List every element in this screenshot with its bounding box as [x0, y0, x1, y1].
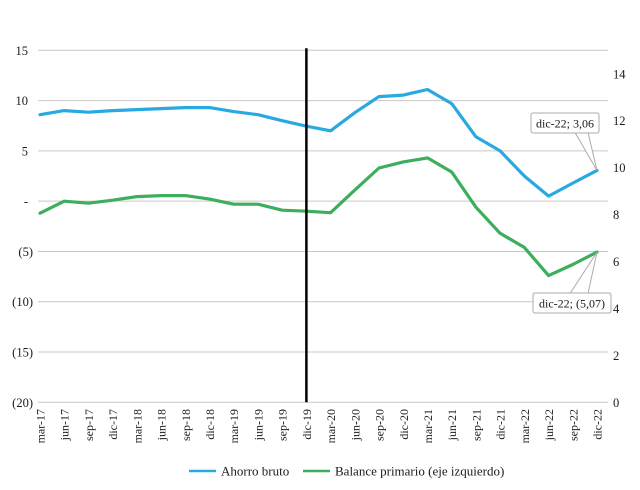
x-axis-tick-label: sep-21 [469, 409, 483, 441]
right-axis-tick-label: 8 [613, 208, 619, 222]
x-axis-tick-label: mar-22 [518, 409, 532, 443]
right-axis-ticks: 14 12 10 8 6 4 2 0 [613, 67, 626, 410]
right-axis-tick-label: 12 [613, 114, 626, 128]
gridlines [38, 49, 608, 403]
right-axis-tick-label: 0 [613, 396, 619, 410]
left-axis-tick-label: (20) [12, 396, 33, 410]
left-axis-tick-label: 5 [22, 144, 28, 158]
x-axis-tick-label: mar-19 [227, 409, 241, 443]
x-axis-tick-label: mar-17 [34, 409, 48, 443]
left-axis-tick-label: (5) [18, 245, 33, 259]
left-axis-tick-label: (10) [12, 295, 33, 309]
left-axis-tick-label: - [24, 195, 28, 209]
x-axis-tick-label: mar-20 [324, 409, 338, 443]
right-axis-tick-label: 6 [613, 255, 619, 269]
x-axis-tick-label: sep-18 [179, 409, 193, 441]
legend: Ahorro bruto Balance primario (eje izquie… [189, 464, 504, 479]
annotation-label: dic-22; (5,07) [539, 297, 605, 311]
left-axis-tick-label: 10 [16, 94, 29, 108]
annotation-pointer [574, 132, 598, 171]
left-axis-ticks: 15 10 5 - (5) (10) (15) (20) [12, 44, 33, 410]
x-axis-tick-label: dic-18 [203, 409, 217, 440]
right-axis-tick-label: 14 [613, 67, 626, 81]
annotation-box [532, 292, 612, 314]
legend-item-ahorro-bruto: Ahorro bruto [189, 464, 289, 479]
right-axis-tick-label: 4 [613, 302, 620, 316]
x-axis-tick-label: jun-21 [445, 409, 459, 441]
x-axis-tick-label: sep-22 [566, 409, 580, 441]
x-axis-tick-label: jun-20 [348, 409, 362, 441]
x-axis-tick-label: jun-19 [251, 409, 265, 441]
series-line-balance-primario-eje-izquierdo [38, 156, 599, 278]
x-axis-tick-label: sep-17 [82, 409, 96, 441]
right-axis-tick-label: 10 [613, 161, 626, 175]
x-axis-tick-label: dic-17 [106, 409, 120, 440]
x-axis-tick-label: dic-21 [494, 409, 508, 440]
series-line-ahorro-bruto [38, 87, 599, 198]
x-axis-tick-label: dic-22 [591, 409, 605, 440]
annotation-label: dic-22; 3,06 [536, 117, 594, 131]
annotation-dic-22-1: dic-22; 3,06 [530, 112, 600, 171]
x-axis-tick-label: jun-22 [542, 409, 556, 441]
x-axis-ticks: mar-17 jun-17 sep-17 dic-17 mar-18 jun-18 sep-… [34, 409, 605, 443]
legend-item-label: Balance primario (eje izquierdo) [335, 464, 504, 479]
x-axis-tick-label: jun-17 [58, 409, 72, 441]
right-axis-tick-label: 2 [613, 349, 619, 363]
x-axis-tick-label: mar-18 [130, 409, 144, 443]
x-axis-tick-label: sep-20 [373, 409, 387, 441]
annotation-box [530, 112, 600, 134]
legend-item-balance-primario-eje-izquierdo: Balance primario (eje izquierdo) [303, 464, 504, 479]
x-axis-tick-label: sep-19 [276, 409, 290, 441]
left-axis-tick-label: 15 [16, 44, 29, 58]
x-axis-tick-label: jun-18 [155, 409, 169, 441]
x-axis-tick-label: dic-19 [300, 409, 314, 440]
annotation-dic-22-2: dic-22; (5,07) [532, 251, 612, 314]
legend-item-label: Ahorro bruto [221, 464, 289, 479]
left-axis-tick-label: (15) [12, 346, 33, 360]
x-axis-tick-label: dic-20 [397, 409, 411, 440]
x-axis-tick-label: mar-21 [421, 409, 435, 443]
